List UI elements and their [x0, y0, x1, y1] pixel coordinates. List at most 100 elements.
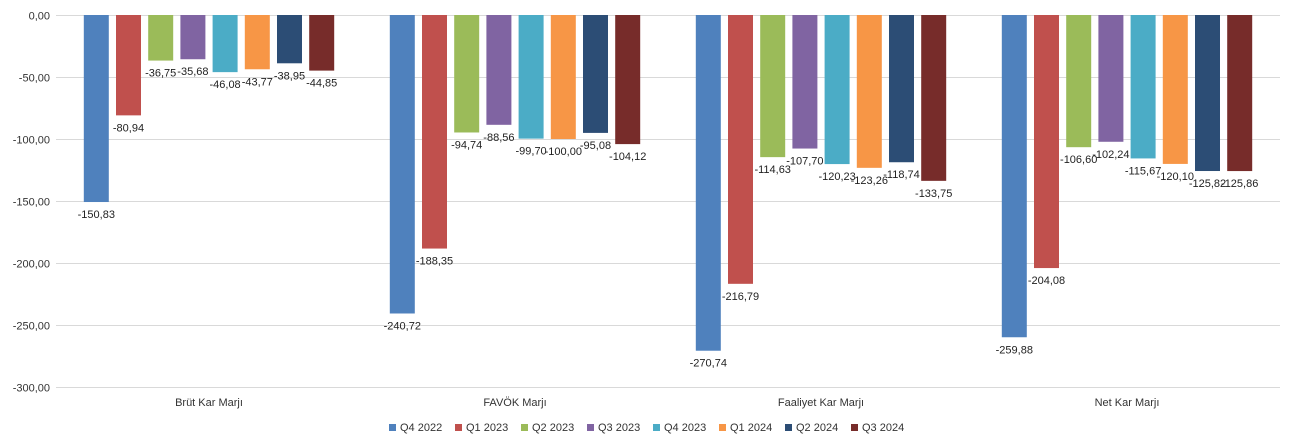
legend-item: Q3 2023	[587, 422, 640, 434]
legend-label: Q2 2024	[796, 422, 838, 434]
data-label: -150,83	[78, 209, 115, 221]
bar	[1066, 15, 1092, 148]
data-label: -133,75	[915, 188, 952, 200]
bars	[83, 15, 1253, 351]
data-label: -104,12	[609, 151, 646, 163]
data-label: -125,82	[1189, 178, 1226, 190]
data-label: -106,60	[1060, 154, 1097, 166]
data-label: -99,70	[515, 146, 546, 158]
data-label: -259,88	[996, 344, 1033, 356]
bar	[212, 15, 238, 73]
data-label: -120,23	[818, 171, 855, 183]
legend-label: Q1 2023	[466, 422, 508, 434]
data-label: -114,63	[754, 164, 791, 176]
y-axis-ticks: 0,00 -50,00 -100,00 -150,00 -200,00 -250,00 -3…	[13, 11, 50, 395]
data-label: -188,35	[416, 256, 453, 268]
bar	[389, 15, 415, 314]
data-label: -240,72	[384, 320, 421, 332]
legend-label: Q3 2024	[862, 422, 904, 434]
bar	[615, 15, 641, 145]
data-labels: -150,83 -80,94 -36,75 -35,68-46,08 -43,77 -38…	[78, 66, 1259, 369]
data-label: -204,08	[1028, 275, 1065, 287]
bar	[277, 15, 302, 64]
data-label: -80,94	[113, 122, 144, 134]
legend-label: Q4 2022	[400, 422, 442, 434]
y-tick-label: 0,00	[29, 11, 50, 23]
bar	[180, 15, 206, 60]
data-label: -38,95	[274, 70, 305, 82]
data-label: -102,24	[1092, 149, 1129, 161]
bar	[518, 15, 544, 139]
bar	[1034, 15, 1059, 269]
legend-swatch	[587, 424, 594, 431]
bar	[728, 15, 753, 284]
bar	[583, 15, 608, 133]
data-label: -95,08	[580, 140, 611, 152]
legend-label: Q4 2023	[664, 422, 706, 434]
legend-swatch	[389, 424, 396, 431]
legend-item: Q4 2022	[389, 422, 442, 434]
legend-item: Q2 2024	[785, 422, 838, 434]
bar	[760, 15, 786, 158]
legend-item: Q2 2023	[521, 422, 574, 434]
y-tick-label: -200,00	[13, 259, 50, 271]
category-label: Brüt Kar Marjı	[175, 397, 243, 409]
bar	[148, 15, 174, 61]
gridlines	[56, 15, 1280, 388]
data-label: -36,75	[145, 68, 176, 80]
bar	[1162, 15, 1188, 164]
category-label: FAVÖK Marjı	[483, 397, 546, 409]
data-label: -125,86	[1221, 178, 1258, 190]
y-tick-label: -150,00	[13, 197, 50, 209]
y-tick-label: -50,00	[19, 73, 50, 85]
data-label: -270,74	[690, 358, 727, 370]
bar	[486, 15, 512, 125]
legend-item: Q4 2023	[653, 422, 706, 434]
bar	[1227, 15, 1253, 172]
data-label: -46,08	[209, 79, 240, 91]
data-label: -118,74	[883, 169, 920, 181]
bar	[824, 15, 850, 165]
bar	[116, 15, 141, 116]
bar	[695, 15, 721, 351]
data-label: -216,79	[722, 291, 759, 303]
bar	[921, 15, 947, 181]
bar	[889, 15, 914, 163]
data-label: -94,74	[451, 139, 482, 151]
data-label: -123,26	[851, 175, 888, 187]
bar	[1098, 15, 1124, 142]
bar	[550, 15, 576, 139]
category-labels: Brüt Kar Marjı FAVÖK Marjı Faaliyet Kar Ma…	[175, 397, 1159, 409]
legend-swatch	[851, 424, 858, 431]
data-label: -43,77	[242, 76, 273, 88]
data-label: -100,00	[545, 146, 582, 158]
data-label: -107,70	[786, 156, 823, 168]
data-label: -35,68	[177, 66, 208, 78]
y-tick-label: -100,00	[13, 135, 50, 147]
bar	[309, 15, 335, 71]
legend-label: Q3 2023	[598, 422, 640, 434]
bar	[244, 15, 270, 70]
legend-label: Q1 2024	[730, 422, 772, 434]
legend-item: Q3 2024	[851, 422, 904, 434]
data-label: -115,67	[1125, 165, 1162, 177]
legend-swatch	[653, 424, 660, 431]
legend: Q4 2022 Q1 2023 Q2 2023 Q3 2023 Q4 2023 Q1 20…	[389, 422, 904, 434]
legend-swatch	[521, 424, 528, 431]
bar	[1001, 15, 1027, 338]
bar	[1195, 15, 1220, 172]
bar	[454, 15, 480, 133]
bar	[83, 15, 109, 203]
category-label: Net Kar Marjı	[1095, 397, 1160, 409]
data-label: -88,56	[483, 132, 514, 144]
bar	[422, 15, 447, 249]
legend-label: Q2 2023	[532, 422, 574, 434]
y-tick-label: -250,00	[13, 321, 50, 333]
legend-swatch	[455, 424, 462, 431]
bar	[792, 15, 818, 149]
legend-swatch	[785, 424, 792, 431]
data-label: -120,10	[1157, 171, 1194, 183]
bar	[856, 15, 882, 168]
category-label: Faaliyet Kar Marjı	[778, 397, 864, 409]
